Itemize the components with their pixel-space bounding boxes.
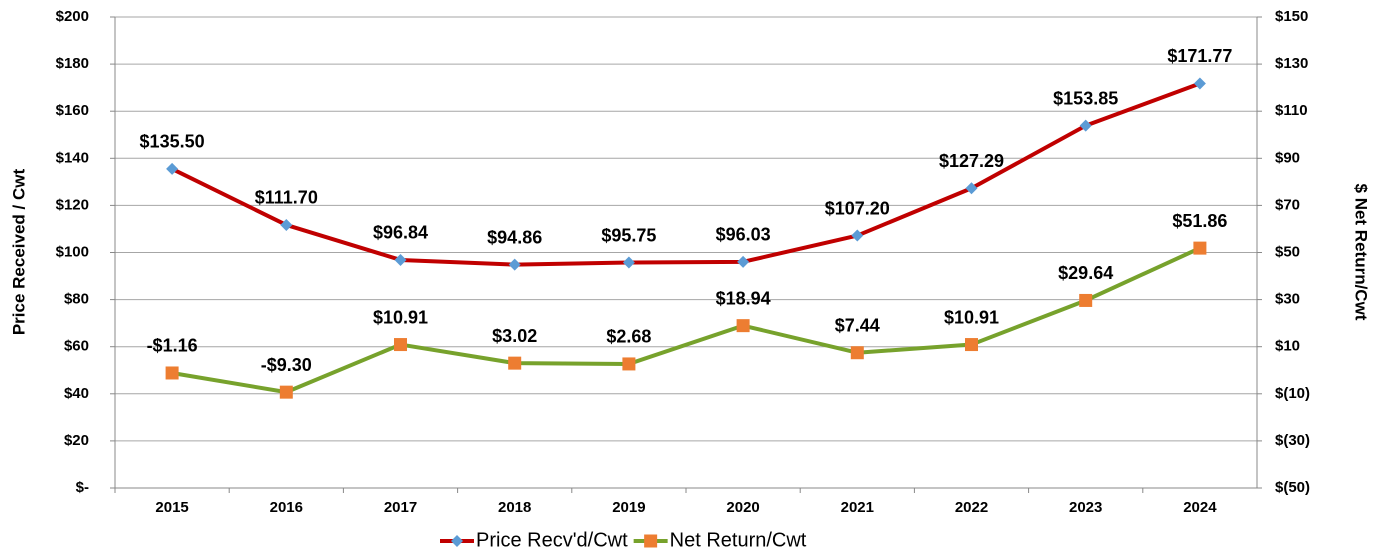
data-label: $127.29 [939, 151, 1004, 171]
x-tick-label: 2017 [384, 499, 417, 516]
y-tick-label: $180 [56, 55, 89, 72]
x-tick-label: 2018 [498, 499, 531, 516]
data-label: $111.70 [255, 188, 318, 208]
y-tick-label: $80 [64, 291, 89, 308]
data-label: $2.68 [606, 327, 651, 347]
y2-tick-label: $70 [1275, 196, 1300, 213]
y-axis-title: Price Received / Cwt [9, 169, 28, 336]
y-tick-label: $200 [56, 8, 89, 25]
data-label: $107.20 [825, 198, 890, 218]
data-point [508, 356, 522, 370]
x-tick-label: 2016 [270, 499, 303, 516]
y2-tick-label: $(30) [1275, 432, 1310, 449]
y-tick-label: $20 [64, 432, 89, 449]
data-point [851, 229, 864, 242]
data-label: $18.94 [716, 288, 771, 308]
data-label: $135.50 [140, 132, 205, 152]
y-tick-label: $100 [56, 243, 89, 260]
data-point [394, 253, 407, 266]
x-tick-label: 2021 [841, 499, 874, 516]
y2-tick-label: $90 [1275, 149, 1300, 166]
data-point [1193, 241, 1207, 255]
y2-tick-label: $30 [1275, 291, 1300, 308]
data-label: -$9.30 [261, 355, 312, 375]
data-label: $95.75 [601, 225, 656, 245]
data-label: $171.77 [1167, 46, 1232, 66]
y-tick-label: $160 [56, 102, 89, 119]
data-label: $3.02 [492, 326, 537, 346]
y2-tick-label: $50 [1275, 243, 1300, 260]
data-label: $94.86 [487, 227, 542, 247]
y2-tick-label: $130 [1275, 55, 1308, 72]
data-point [165, 366, 179, 380]
y2-axis-title: $ Net Return/Cwt [1352, 184, 1371, 321]
data-label: -$1.16 [147, 336, 198, 356]
data-label: $51.86 [1172, 211, 1227, 231]
x-tick-label: 2020 [726, 499, 759, 516]
data-label: $7.44 [835, 315, 880, 335]
data-point [736, 319, 750, 333]
y2-tick-label: $110 [1275, 102, 1308, 119]
data-point [622, 256, 635, 269]
data-label: $29.64 [1058, 263, 1113, 283]
y2-tick-label: $150 [1275, 8, 1308, 25]
y2-tick-label: $(10) [1275, 385, 1310, 402]
legend-label: Price Recv'd/Cwt [476, 529, 628, 551]
data-point [279, 385, 293, 399]
data-point [280, 218, 293, 231]
series-line [171, 81, 1201, 267]
y-tick-label: $120 [56, 196, 89, 213]
data-point [1079, 293, 1093, 307]
data-label: $10.91 [373, 307, 428, 327]
x-tick-label: 2019 [612, 499, 645, 516]
data-point [1193, 77, 1206, 90]
data-point [737, 255, 750, 268]
data-point [622, 357, 636, 371]
y-tick-label: $60 [64, 338, 89, 355]
x-tick-label: 2023 [1069, 499, 1102, 516]
legend-marker [644, 534, 658, 548]
data-point [965, 338, 978, 352]
data-point [1079, 119, 1092, 132]
series-line [171, 246, 1201, 395]
data-point [508, 258, 521, 271]
data-label: $10.91 [944, 307, 999, 327]
data-point [965, 182, 978, 195]
x-tick-label: 2022 [955, 499, 988, 516]
data-label: $96.03 [716, 225, 771, 245]
y2-tick-label: $(50) [1275, 479, 1310, 496]
legend-marker [451, 535, 463, 547]
data-point [166, 162, 179, 175]
data-label: $96.84 [373, 223, 428, 243]
x-tick-label: 2024 [1183, 499, 1217, 516]
y-tick-label: $40 [64, 385, 89, 402]
y2-tick-label: $10 [1275, 338, 1300, 355]
data-label: $153.85 [1053, 88, 1118, 108]
x-tick-label: 2015 [155, 499, 188, 516]
data-point [850, 346, 864, 360]
legend-label: Net Return/Cwt [670, 529, 807, 551]
data-point [394, 338, 407, 352]
y-tick-label: $- [76, 479, 89, 496]
y-tick-label: $140 [56, 149, 89, 166]
